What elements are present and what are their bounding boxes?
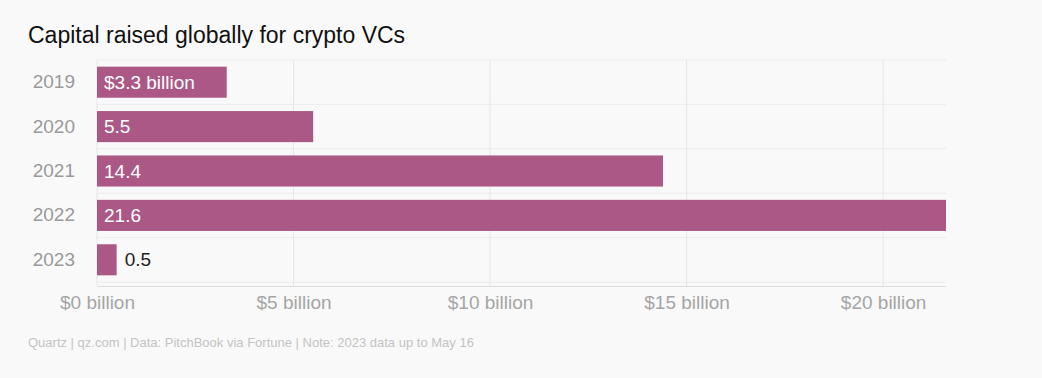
- data-label: 14.4: [104, 161, 141, 182]
- x-tick-label: $15 billion: [644, 292, 730, 313]
- data-label: $3.3 billion: [104, 72, 195, 93]
- bar: [97, 200, 946, 231]
- x-tick-label: $5 billion: [257, 292, 332, 313]
- y-tick: 2022: [33, 204, 97, 225]
- x-tick: $15 billion: [644, 286, 730, 313]
- row-separator: [97, 237, 946, 238]
- title: Capital raised globally for crypto VCs: [28, 22, 405, 48]
- grid-line: [883, 60, 884, 286]
- x-axis-line: [98, 286, 947, 287]
- x-tick: $20 billion: [841, 286, 927, 313]
- bar: [97, 67, 227, 98]
- chart: Capital raised globally for crypto VCs $3…: [0, 0, 1042, 378]
- y-tick: 2021: [33, 160, 97, 181]
- data-label: 21.6: [104, 205, 141, 226]
- bar: [97, 155, 663, 186]
- y-tick-label: 2022: [33, 204, 75, 225]
- row-separators: [97, 60, 946, 282]
- background: [0, 0, 1042, 378]
- row-separator: [97, 193, 946, 194]
- bar: [97, 111, 313, 142]
- bar: [97, 244, 117, 275]
- grid: [97, 60, 883, 286]
- row-separator: [97, 282, 946, 283]
- row-separator: [97, 104, 946, 105]
- data-label: 0.5: [125, 249, 151, 270]
- y-tick: 2019: [33, 71, 97, 92]
- data-labels: $3.3 billion 5.5 14.4 21.6 0.5: [104, 72, 195, 271]
- bars: [97, 67, 946, 276]
- y-tick-label: 2020: [33, 116, 75, 137]
- y-tick-label: 2019: [33, 71, 75, 92]
- x-tick-label: $10 billion: [448, 292, 534, 313]
- y-tick: 2020: [33, 116, 97, 137]
- grid-line: [686, 60, 687, 286]
- data-label: 5.5: [104, 116, 130, 137]
- row-separator: [97, 148, 946, 149]
- row-separator: [97, 60, 946, 61]
- x-tick: $0 billion: [60, 286, 135, 313]
- x-tick: $10 billion: [448, 286, 534, 313]
- y-tick: 2023: [33, 249, 97, 270]
- x-tick: $5 billion: [257, 286, 332, 313]
- annotation: Quartz | qz.com | Data: PitchBook via Fo…: [28, 335, 474, 350]
- x-axis: $0 billion $5 billion $10 billion $15 billi…: [60, 286, 947, 313]
- y-tick-label: 2023: [33, 249, 75, 270]
- x-tick-label: $20 billion: [841, 292, 927, 313]
- y-tick-label: 2021: [33, 160, 75, 181]
- y-axis: 2019 2020 2021 2022 2023: [33, 71, 97, 270]
- x-tick-label: $0 billion: [60, 292, 135, 313]
